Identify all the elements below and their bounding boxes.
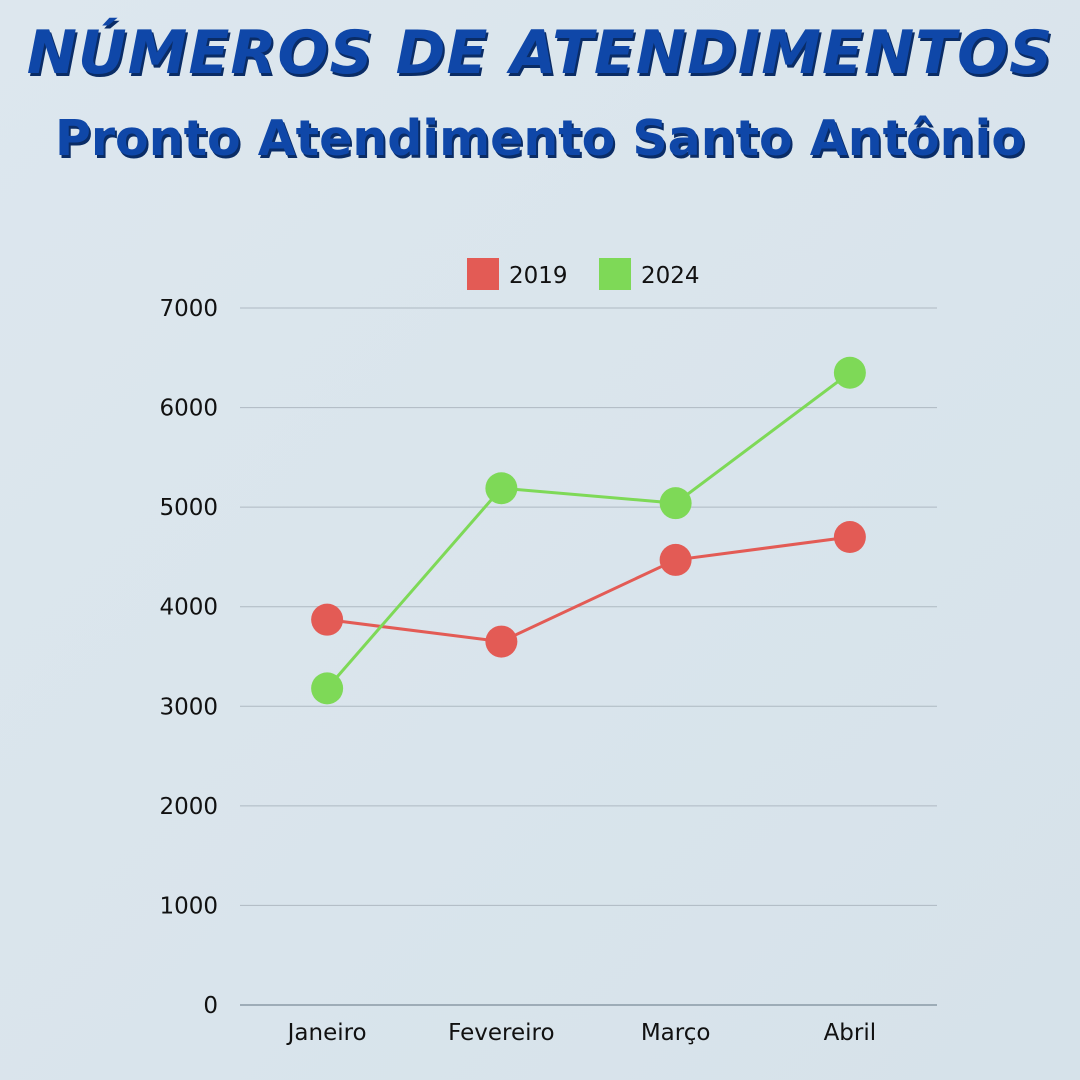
series-line: [325, 371, 851, 690]
y-tick-label: 5000: [159, 495, 218, 521]
x-tick-label: Março: [641, 1020, 711, 1046]
legend-label: 2024: [641, 263, 700, 289]
y-tick-label: 0: [203, 993, 218, 1019]
legend-label: 2019: [509, 263, 568, 289]
chart-subtitle: Pronto Atendimento Santo Antônio: [54, 110, 1026, 167]
series-line: [326, 535, 851, 644]
data-point: [659, 487, 692, 520]
data-point: [659, 543, 692, 576]
legend-swatch: [599, 258, 631, 290]
x-axis-ticks: Janeiro Fevereiro Março Abril: [286, 1020, 877, 1046]
x-tick-label: Janeiro: [286, 1020, 367, 1046]
x-tick-label: Fevereiro: [448, 1020, 554, 1046]
series-2024: [311, 356, 866, 705]
y-tick-label: 6000: [159, 396, 218, 422]
data-point: [311, 672, 344, 705]
data-point: [833, 356, 866, 389]
data-point: [485, 472, 518, 505]
x-tick-label: Abril: [824, 1020, 877, 1046]
grid-lines: [240, 307, 937, 1006]
chart-title: NÚMEROS DE ATENDIMENTOS: [26, 18, 1054, 88]
legend-swatch: [467, 258, 499, 290]
series-lines: [311, 356, 866, 705]
y-tick-label: 3000: [159, 694, 218, 720]
y-tick-label: 4000: [159, 595, 218, 621]
y-axis-ticks: 0 1000 2000 3000 4000 5000 6000 7000: [159, 296, 218, 1019]
data-point: [485, 625, 518, 658]
series-2019: [311, 521, 866, 658]
data-point: [833, 521, 866, 554]
y-tick-label: 1000: [159, 893, 218, 919]
y-tick-label: 2000: [159, 794, 218, 820]
legend: 2019 2024: [467, 258, 700, 290]
data-point: [311, 603, 344, 636]
y-tick-label: 7000: [159, 296, 218, 322]
